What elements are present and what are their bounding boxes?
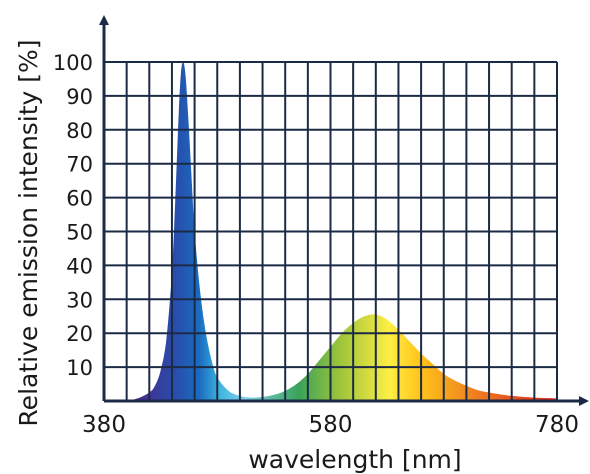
y-axis-tick-labels: 10 20 30 40 50 60 70 80 90 100 <box>53 51 93 380</box>
chart-grid <box>104 61 558 401</box>
x-tick-label: 780 <box>535 412 579 438</box>
y-tick-label: 70 <box>66 153 93 177</box>
y-tick-label: 30 <box>66 288 93 312</box>
y-axis-label: Relative emission intensity [%] <box>14 39 43 426</box>
y-tick-label: 90 <box>66 85 93 109</box>
x-tick-label: 580 <box>309 412 353 438</box>
y-tick-label: 20 <box>66 322 93 346</box>
y-tick-label: 50 <box>66 221 93 245</box>
x-axis-tick-labels: 380 580 780 <box>82 412 579 438</box>
y-tick-label: 40 <box>66 254 93 278</box>
y-tick-label: 80 <box>66 119 93 143</box>
y-tick-label: 100 <box>53 51 93 75</box>
x-tick-label: 380 <box>82 412 126 438</box>
y-tick-label: 60 <box>66 187 93 211</box>
y-tick-label: 10 <box>66 356 93 380</box>
x-axis-label: wavelength [nm] <box>248 445 461 474</box>
